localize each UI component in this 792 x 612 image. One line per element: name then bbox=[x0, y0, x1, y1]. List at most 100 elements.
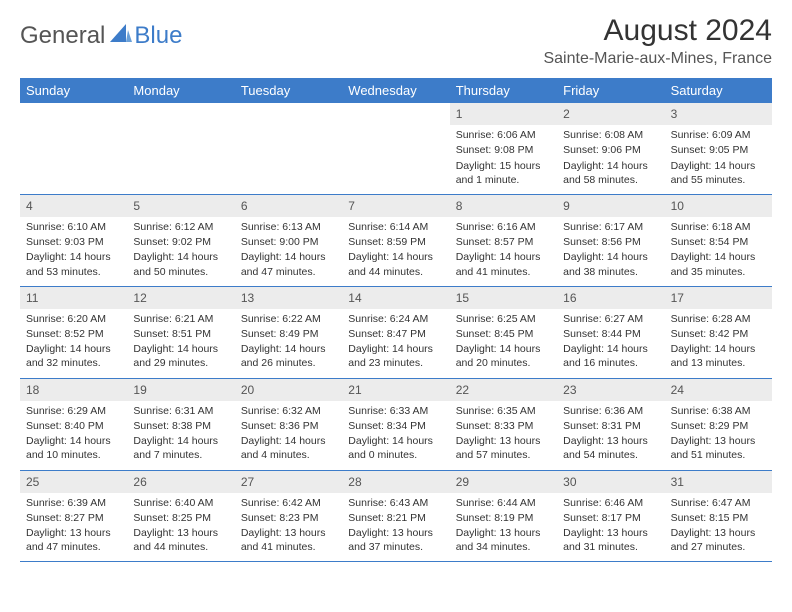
month-title: August 2024 bbox=[543, 14, 772, 48]
day-number: 31 bbox=[665, 471, 772, 493]
sunset-text: Sunset: 8:27 PM bbox=[26, 511, 121, 525]
day-body: Sunrise: 6:38 AMSunset: 8:29 PMDaylight:… bbox=[665, 401, 772, 470]
day-number: 11 bbox=[20, 287, 127, 309]
day-body: Sunrise: 6:35 AMSunset: 8:33 PMDaylight:… bbox=[450, 401, 557, 470]
sunrise-text: Sunrise: 6:43 AM bbox=[348, 496, 443, 510]
daylight-text: Daylight: 14 hours and 47 minutes. bbox=[241, 250, 336, 278]
day-body: Sunrise: 6:40 AMSunset: 8:25 PMDaylight:… bbox=[127, 493, 234, 562]
day-body: Sunrise: 6:13 AMSunset: 9:00 PMDaylight:… bbox=[235, 217, 342, 286]
sunrise-text: Sunrise: 6:28 AM bbox=[671, 312, 766, 326]
day-cell: 12Sunrise: 6:21 AMSunset: 8:51 PMDayligh… bbox=[127, 287, 234, 378]
day-cell: 7Sunrise: 6:14 AMSunset: 8:59 PMDaylight… bbox=[342, 195, 449, 286]
sunset-text: Sunset: 8:33 PM bbox=[456, 419, 551, 433]
daylight-text: Daylight: 14 hours and 10 minutes. bbox=[26, 434, 121, 462]
day-cell: 23Sunrise: 6:36 AMSunset: 8:31 PMDayligh… bbox=[557, 379, 664, 470]
sunset-text: Sunset: 8:44 PM bbox=[563, 327, 658, 341]
sunset-text: Sunset: 8:57 PM bbox=[456, 235, 551, 249]
weekday-label: Tuesday bbox=[235, 78, 342, 103]
day-cell: 17Sunrise: 6:28 AMSunset: 8:42 PMDayligh… bbox=[665, 287, 772, 378]
day-body: Sunrise: 6:27 AMSunset: 8:44 PMDaylight:… bbox=[557, 309, 664, 378]
daylight-text: Daylight: 14 hours and 55 minutes. bbox=[671, 159, 766, 187]
day-body: Sunrise: 6:31 AMSunset: 8:38 PMDaylight:… bbox=[127, 401, 234, 470]
sunset-text: Sunset: 8:45 PM bbox=[456, 327, 551, 341]
day-body: Sunrise: 6:42 AMSunset: 8:23 PMDaylight:… bbox=[235, 493, 342, 562]
day-cell: 10Sunrise: 6:18 AMSunset: 8:54 PMDayligh… bbox=[665, 195, 772, 286]
day-number: 16 bbox=[557, 287, 664, 309]
day-cell: 31Sunrise: 6:47 AMSunset: 8:15 PMDayligh… bbox=[665, 471, 772, 562]
day-body: Sunrise: 6:14 AMSunset: 8:59 PMDaylight:… bbox=[342, 217, 449, 286]
day-cell: 30Sunrise: 6:46 AMSunset: 8:17 PMDayligh… bbox=[557, 471, 664, 562]
week-row: 4Sunrise: 6:10 AMSunset: 9:03 PMDaylight… bbox=[20, 195, 772, 287]
sunrise-text: Sunrise: 6:08 AM bbox=[563, 128, 658, 142]
day-cell: 13Sunrise: 6:22 AMSunset: 8:49 PMDayligh… bbox=[235, 287, 342, 378]
day-number: 23 bbox=[557, 379, 664, 401]
day-cell bbox=[235, 103, 342, 194]
day-body: Sunrise: 6:17 AMSunset: 8:56 PMDaylight:… bbox=[557, 217, 664, 286]
sunrise-text: Sunrise: 6:24 AM bbox=[348, 312, 443, 326]
day-number: 26 bbox=[127, 471, 234, 493]
daylight-text: Daylight: 13 hours and 54 minutes. bbox=[563, 434, 658, 462]
weekday-label: Sunday bbox=[20, 78, 127, 103]
sunset-text: Sunset: 8:25 PM bbox=[133, 511, 228, 525]
day-body: Sunrise: 6:18 AMSunset: 8:54 PMDaylight:… bbox=[665, 217, 772, 286]
sunrise-text: Sunrise: 6:29 AM bbox=[26, 404, 121, 418]
sunset-text: Sunset: 9:00 PM bbox=[241, 235, 336, 249]
day-number: 22 bbox=[450, 379, 557, 401]
daylight-text: Daylight: 14 hours and 38 minutes. bbox=[563, 250, 658, 278]
day-cell: 14Sunrise: 6:24 AMSunset: 8:47 PMDayligh… bbox=[342, 287, 449, 378]
daylight-text: Daylight: 14 hours and 26 minutes. bbox=[241, 342, 336, 370]
day-cell: 24Sunrise: 6:38 AMSunset: 8:29 PMDayligh… bbox=[665, 379, 772, 470]
day-body: Sunrise: 6:10 AMSunset: 9:03 PMDaylight:… bbox=[20, 217, 127, 286]
day-cell: 28Sunrise: 6:43 AMSunset: 8:21 PMDayligh… bbox=[342, 471, 449, 562]
weekday-label: Friday bbox=[557, 78, 664, 103]
sunset-text: Sunset: 8:59 PM bbox=[348, 235, 443, 249]
day-cell bbox=[342, 103, 449, 194]
sunset-text: Sunset: 8:31 PM bbox=[563, 419, 658, 433]
day-cell: 29Sunrise: 6:44 AMSunset: 8:19 PMDayligh… bbox=[450, 471, 557, 562]
sunset-text: Sunset: 9:06 PM bbox=[563, 143, 658, 157]
day-body: Sunrise: 6:36 AMSunset: 8:31 PMDaylight:… bbox=[557, 401, 664, 470]
sunset-text: Sunset: 8:38 PM bbox=[133, 419, 228, 433]
day-number: 13 bbox=[235, 287, 342, 309]
day-cell: 11Sunrise: 6:20 AMSunset: 8:52 PMDayligh… bbox=[20, 287, 127, 378]
sunset-text: Sunset: 9:02 PM bbox=[133, 235, 228, 249]
day-body: Sunrise: 6:12 AMSunset: 9:02 PMDaylight:… bbox=[127, 217, 234, 286]
day-cell: 8Sunrise: 6:16 AMSunset: 8:57 PMDaylight… bbox=[450, 195, 557, 286]
day-number: 7 bbox=[342, 195, 449, 217]
header: General Blue August 2024 Sainte-Marie-au… bbox=[20, 14, 772, 68]
day-cell: 22Sunrise: 6:35 AMSunset: 8:33 PMDayligh… bbox=[450, 379, 557, 470]
day-body: Sunrise: 6:25 AMSunset: 8:45 PMDaylight:… bbox=[450, 309, 557, 378]
daylight-text: Daylight: 14 hours and 13 minutes. bbox=[671, 342, 766, 370]
sunrise-text: Sunrise: 6:21 AM bbox=[133, 312, 228, 326]
sunset-text: Sunset: 8:29 PM bbox=[671, 419, 766, 433]
day-number: 24 bbox=[665, 379, 772, 401]
title-block: August 2024 Sainte-Marie-aux-Mines, Fran… bbox=[543, 14, 772, 68]
sunrise-text: Sunrise: 6:47 AM bbox=[671, 496, 766, 510]
day-cell: 15Sunrise: 6:25 AMSunset: 8:45 PMDayligh… bbox=[450, 287, 557, 378]
sunrise-text: Sunrise: 6:44 AM bbox=[456, 496, 551, 510]
day-body: Sunrise: 6:46 AMSunset: 8:17 PMDaylight:… bbox=[557, 493, 664, 562]
daylight-text: Daylight: 13 hours and 44 minutes. bbox=[133, 526, 228, 554]
day-number: 27 bbox=[235, 471, 342, 493]
sunrise-text: Sunrise: 6:39 AM bbox=[26, 496, 121, 510]
daylight-text: Daylight: 14 hours and 58 minutes. bbox=[563, 159, 658, 187]
day-cell bbox=[127, 103, 234, 194]
daylight-text: Daylight: 13 hours and 47 minutes. bbox=[26, 526, 121, 554]
sunset-text: Sunset: 8:51 PM bbox=[133, 327, 228, 341]
sunset-text: Sunset: 8:19 PM bbox=[456, 511, 551, 525]
weekday-label: Thursday bbox=[450, 78, 557, 103]
week-row: 18Sunrise: 6:29 AMSunset: 8:40 PMDayligh… bbox=[20, 379, 772, 471]
day-cell: 27Sunrise: 6:42 AMSunset: 8:23 PMDayligh… bbox=[235, 471, 342, 562]
day-number: 30 bbox=[557, 471, 664, 493]
sunrise-text: Sunrise: 6:16 AM bbox=[456, 220, 551, 234]
day-cell: 26Sunrise: 6:40 AMSunset: 8:25 PMDayligh… bbox=[127, 471, 234, 562]
weekday-label: Monday bbox=[127, 78, 234, 103]
day-cell: 2Sunrise: 6:08 AMSunset: 9:06 PMDaylight… bbox=[557, 103, 664, 194]
sunrise-text: Sunrise: 6:33 AM bbox=[348, 404, 443, 418]
day-cell: 16Sunrise: 6:27 AMSunset: 8:44 PMDayligh… bbox=[557, 287, 664, 378]
week-row: 25Sunrise: 6:39 AMSunset: 8:27 PMDayligh… bbox=[20, 471, 772, 563]
day-number bbox=[235, 103, 342, 125]
sunset-text: Sunset: 8:49 PM bbox=[241, 327, 336, 341]
day-body: Sunrise: 6:22 AMSunset: 8:49 PMDaylight:… bbox=[235, 309, 342, 378]
sunrise-text: Sunrise: 6:09 AM bbox=[671, 128, 766, 142]
